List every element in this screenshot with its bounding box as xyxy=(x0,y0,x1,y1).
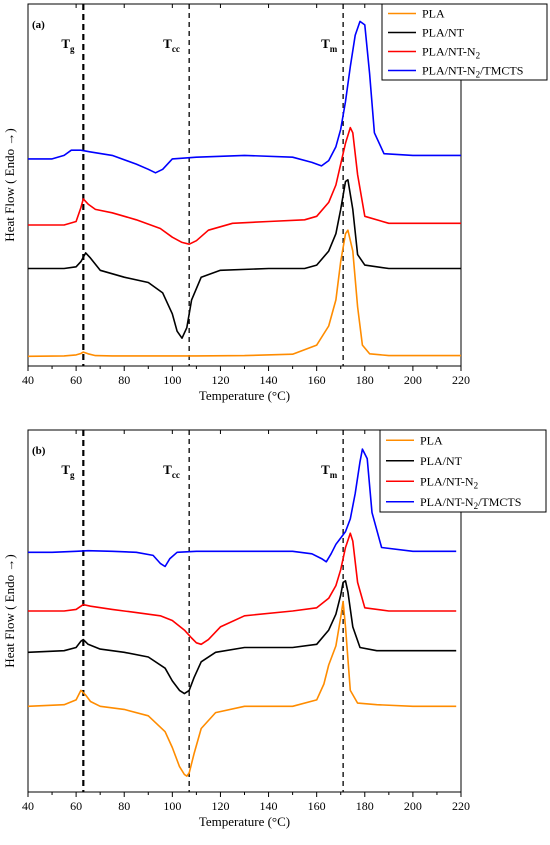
legend-entry-pla-nt: PLA/NT xyxy=(422,26,465,40)
transition-label-subscript: cc xyxy=(172,44,180,54)
y-axis-label: Heat Flow ( Endo →) xyxy=(2,128,17,241)
legend-tail: /TMCTS xyxy=(480,64,523,78)
panel-b-chart: 40 60 80 100 120 140 160 180 200 220 Temperature (… xyxy=(2,429,547,829)
legend-subscript: 2 xyxy=(476,70,481,80)
legend-subscript: 2 xyxy=(476,51,481,61)
transition-label-subscript: m xyxy=(330,44,338,54)
x-tick-label: 140 xyxy=(260,373,278,387)
x-tick-label: 120 xyxy=(211,373,229,387)
x-axis-label: Temperature (°C) xyxy=(199,814,290,829)
transition-label-subscript: m xyxy=(330,470,338,480)
x-tick-label: 40 xyxy=(22,799,34,813)
x-tick-label: 220 xyxy=(452,373,470,387)
x-tick-label: 200 xyxy=(404,799,422,813)
x-tick-label: 180 xyxy=(356,799,374,813)
x-tick-label: 80 xyxy=(118,799,130,813)
legend-entry-pla-nt-n2-tmcts: PLA/NT-N2/TMCTS xyxy=(420,495,521,511)
legend-box xyxy=(379,429,547,513)
series-line-pla-nt-n2 xyxy=(28,126,461,245)
legend-subscript: 2 xyxy=(474,480,479,490)
legend-entry-pla-nt-n2: PLA/NT-N2 xyxy=(422,45,480,61)
legend-entry-pla: PLA xyxy=(422,7,445,21)
x-tick-label: 220 xyxy=(452,799,470,813)
x-tick-label: 120 xyxy=(211,799,229,813)
series-line-pla xyxy=(27,600,457,777)
series-line-pla xyxy=(27,229,461,358)
x-tick-label: 160 xyxy=(308,799,326,813)
legend-entry-pla-nt: PLA/NT xyxy=(420,454,463,468)
legend-entry-pla-nt-n2: PLA/NT-N2 xyxy=(420,474,478,490)
panel-a-chart: 40 60 80 100 120 140 160 180 200 220 Temperature (… xyxy=(2,3,548,403)
series-line-pla-nt xyxy=(28,179,461,340)
legend-entry-pla: PLA xyxy=(420,433,443,447)
x-axis-label: Temperature (°C) xyxy=(199,388,290,403)
x-tick-label: 60 xyxy=(70,373,82,387)
x-tick-label: 80 xyxy=(118,373,130,387)
legend-box xyxy=(381,3,548,81)
legend-subscript: 2 xyxy=(474,501,479,511)
legend: PLA PLA/NT PLA/NT-N2 PLA/NT-N2/TMCTS xyxy=(381,3,548,81)
series-line-pla-nt-n2-tmcts xyxy=(28,448,457,568)
x-tick-label: 140 xyxy=(260,799,278,813)
x-tick-label: 160 xyxy=(308,373,326,387)
panel-label: (a) xyxy=(32,19,45,31)
legend-tail: /TMCTS xyxy=(478,495,521,509)
x-tick-label: 60 xyxy=(70,799,82,813)
x-tick-label: 180 xyxy=(356,373,374,387)
series-line-pla-nt-n2-tmcts xyxy=(28,20,461,174)
x-tick-label: 200 xyxy=(404,373,422,387)
x-tick-label: 100 xyxy=(163,373,181,387)
panel-label: (b) xyxy=(32,445,46,457)
x-tick-label: 40 xyxy=(22,373,34,387)
transition-label-subscript: g xyxy=(70,470,75,480)
legend-entry-pla-nt-n2-tmcts: PLA/NT-N2/TMCTS xyxy=(422,64,523,80)
x-tick-label: 100 xyxy=(163,799,181,813)
y-axis-label: Heat Flow ( Endo →) xyxy=(2,554,17,667)
transition-label-subscript: g xyxy=(70,44,75,54)
legend: PLA PLA/NT PLA/NT-N2 PLA/NT-N2/TMCTS xyxy=(379,429,547,513)
transition-label-subscript: cc xyxy=(172,470,180,480)
series-line-pla-nt xyxy=(27,579,457,695)
series-line-pla-nt-n2 xyxy=(28,532,457,646)
